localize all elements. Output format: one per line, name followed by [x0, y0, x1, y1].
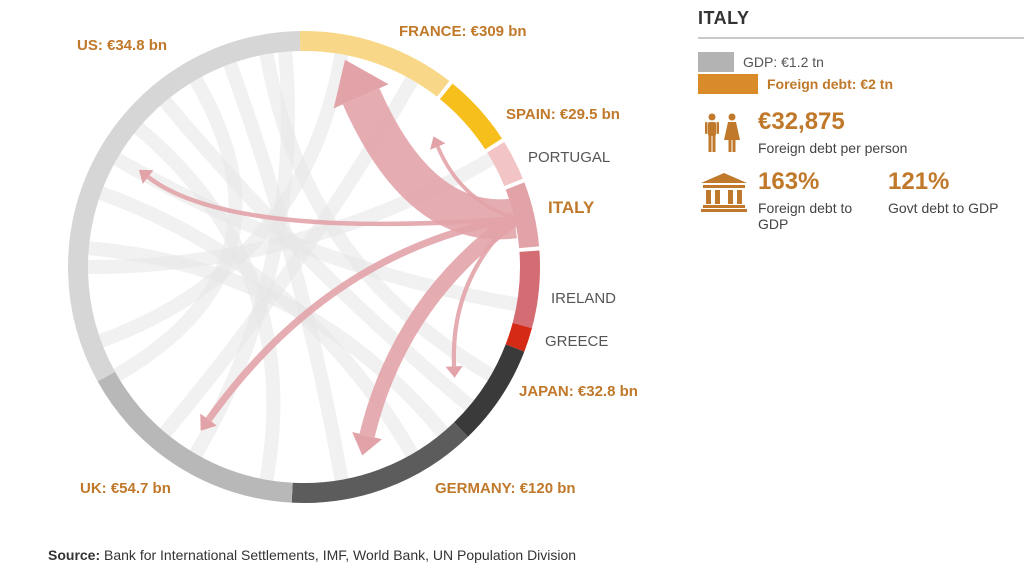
- govt-debt-gdp-value: 121%: [888, 168, 950, 195]
- segment-label: UK: €54.7 bn: [80, 480, 171, 497]
- gdp-legend: GDP: €1.2 tn: [698, 52, 1018, 74]
- flow-chord: [205, 214, 516, 422]
- segment-label: GERMANY: €120 bn: [435, 480, 576, 497]
- ring-segment: [291, 422, 468, 503]
- source-note: Source: Bank for International Settlemen…: [48, 547, 576, 563]
- segment-label: US: €34.8 bn: [77, 37, 167, 54]
- source-label: Source:: [48, 547, 101, 563]
- foreign-debt-gdp-value: 163%: [758, 168, 820, 195]
- flow-arrowhead: [333, 59, 389, 109]
- segment-label: JAPAN: €32.8 bn: [519, 383, 638, 400]
- segment-label: SPAIN: €29.5 bn: [506, 106, 620, 123]
- flow-chord: [436, 145, 516, 221]
- bank-icon: [701, 173, 747, 212]
- flow-arrowhead: [430, 136, 446, 150]
- per-person-value: €32,875: [758, 108, 845, 135]
- segment-label: GREECE: [545, 333, 608, 350]
- background-chord: [113, 152, 518, 312]
- focus-flows: [138, 59, 519, 456]
- segment-label: FRANCE: €309 bn: [399, 23, 527, 40]
- govt-debt-gdp-label: Govt debt to GDP: [888, 200, 999, 216]
- gdp-label: GDP: €1.2 tn: [743, 54, 824, 70]
- flow-chord: [146, 175, 515, 227]
- ring-segment: [487, 141, 523, 187]
- per-person-label: Foreign debt per person: [758, 140, 908, 156]
- ring-segment: [505, 322, 532, 352]
- ring-segment: [512, 250, 540, 329]
- foreign-debt-label: Foreign debt: €2 tn: [767, 76, 893, 92]
- flow-arrowhead: [352, 431, 382, 456]
- people-icon: [705, 113, 740, 152]
- background-chord: [98, 53, 349, 348]
- ring-segment: [68, 31, 301, 382]
- flow-arrowhead: [445, 365, 463, 378]
- panel-divider: [698, 37, 1024, 39]
- ring-segment: [299, 31, 450, 97]
- flow-arrowhead: [138, 169, 154, 184]
- segment-label: PORTUGAL: [528, 149, 610, 166]
- ring-segment: [453, 344, 525, 437]
- background-chord: [259, 53, 495, 382]
- segment-label: ITALY: [548, 198, 595, 217]
- ring-segment: [439, 83, 502, 150]
- background-chord: [88, 241, 449, 437]
- panel-title: ITALY: [698, 8, 750, 28]
- background-chord: [159, 97, 474, 412]
- ring-segment: [505, 182, 540, 249]
- flow-chord: [359, 212, 519, 438]
- flow-arrowhead: [200, 413, 217, 431]
- gdp-swatch: [698, 52, 734, 72]
- country-panel: ITALY GDP: €1.2 tn Foreign debt: €2 tn €…: [698, 8, 1024, 232]
- background-chord: [223, 61, 349, 481]
- foreign-debt-gdp-label: Foreign debt to GDP: [758, 200, 853, 232]
- chord-diagram: FRANCE: €309 bn SPAIN: €29.5 bn PORTUGAL IT…: [68, 23, 638, 503]
- segment-label: IRELAND: [551, 290, 616, 307]
- flow-chord: [451, 216, 516, 367]
- debt-legend: Foreign debt: €2 tn: [698, 74, 1018, 96]
- ring-segment: [97, 371, 293, 503]
- foreign-debt-swatch: [698, 74, 758, 94]
- source-text: Bank for International Settlements, IMF,…: [100, 547, 577, 563]
